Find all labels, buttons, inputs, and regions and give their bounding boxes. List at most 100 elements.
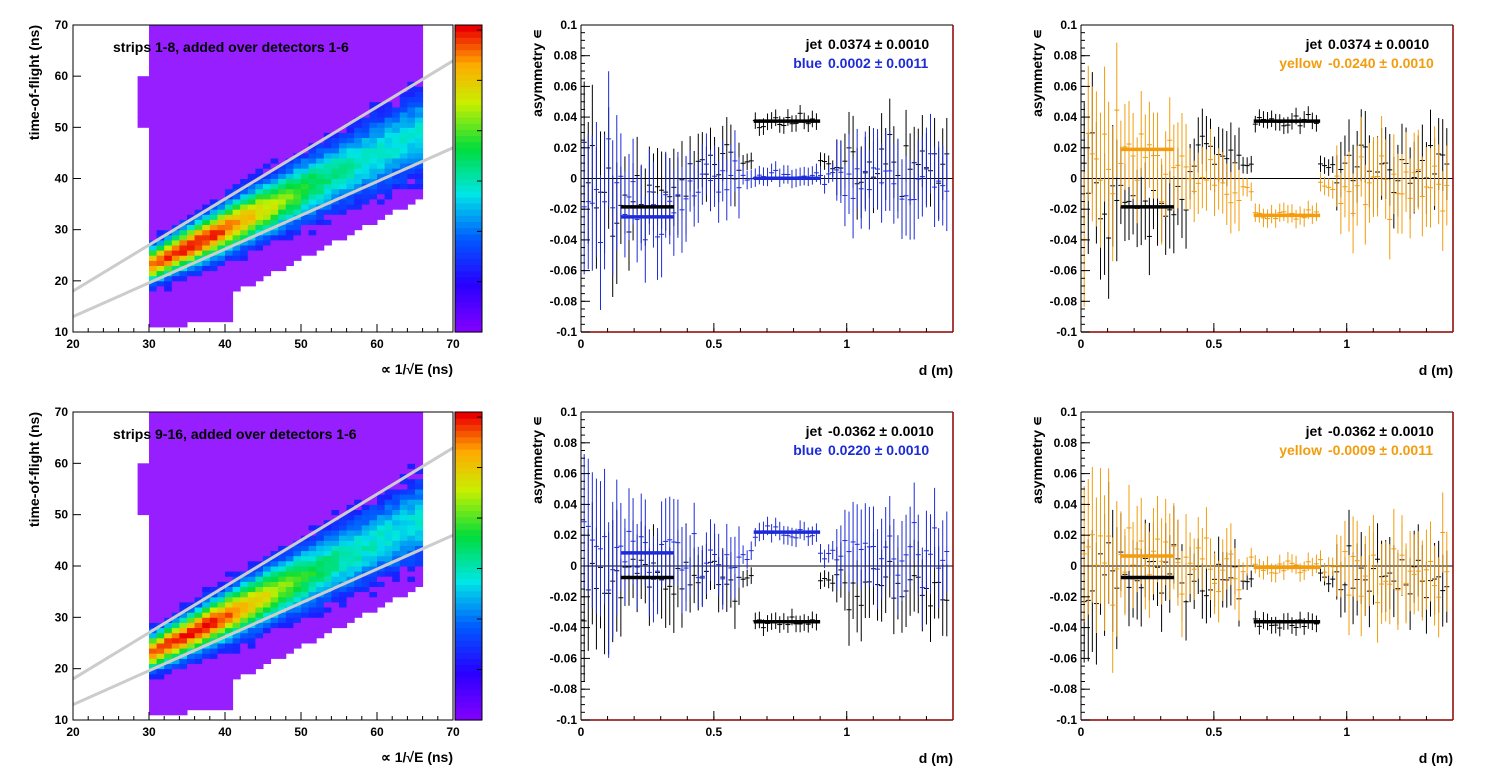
- heat-cell: [323, 173, 332, 179]
- heat-cell: [346, 50, 355, 57]
- heat-cell: [399, 199, 408, 205]
- heat-cell: [407, 50, 416, 57]
- heat-cell: [339, 412, 348, 418]
- heat-cell: [217, 163, 226, 169]
- heat-cell: [187, 209, 196, 215]
- heat-cell: [301, 483, 310, 490]
- heat-cell: [278, 142, 287, 149]
- heat-cell: [415, 188, 424, 195]
- heat-cell: [308, 127, 317, 133]
- heat-cell: [377, 463, 386, 469]
- heat-cell: [209, 30, 218, 36]
- heat-cell: [225, 478, 234, 485]
- heat-cell: [149, 514, 158, 521]
- data-point: [838, 141, 844, 204]
- heat-cell: [331, 65, 340, 72]
- heat-cell: [240, 173, 249, 179]
- heat-cell: [255, 25, 264, 31]
- heat-cell: [377, 45, 386, 52]
- heat-cell: [270, 168, 279, 174]
- heat-cell: [149, 234, 158, 241]
- heat-cell: [392, 35, 401, 41]
- data-points: [581, 71, 953, 311]
- heat-cell: [331, 535, 340, 541]
- heat-cell: [202, 234, 211, 241]
- heat-cell: [270, 412, 279, 418]
- heat-cell: [407, 178, 416, 185]
- heat-cell: [232, 40, 241, 46]
- heat-cell: [232, 648, 241, 654]
- heat-cell: [187, 504, 196, 510]
- heat-cell: [149, 632, 158, 639]
- data-point: [915, 139, 921, 219]
- heat-cell: [202, 285, 211, 292]
- heat-cell: [149, 30, 158, 36]
- heat-cell: [179, 142, 188, 149]
- heat-cell: [247, 275, 256, 282]
- heat-cell: [308, 106, 317, 113]
- heat-cell: [194, 188, 203, 195]
- heat-cell: [361, 432, 370, 439]
- heat-cell: [323, 483, 332, 490]
- heat-cell: [232, 101, 241, 108]
- heatmap-cells: [73, 412, 453, 716]
- heat-cell: [247, 239, 256, 246]
- heat-cell: [369, 45, 378, 52]
- heat-cell: [278, 483, 287, 490]
- heat-cell: [171, 432, 180, 439]
- heat-cell: [278, 571, 287, 577]
- y-tick-label: -0.08: [550, 294, 578, 308]
- heat-cell: [361, 117, 370, 123]
- heat-cell: [149, 106, 158, 113]
- heat-cell: [308, 622, 317, 629]
- heat-cell: [247, 250, 256, 256]
- heat-cell: [171, 65, 180, 72]
- heat-cell: [331, 478, 340, 485]
- heat-cell: [240, 199, 249, 205]
- heat-cell: [263, 494, 272, 500]
- heat-cell: [202, 458, 211, 464]
- heat-cell: [384, 209, 393, 215]
- heat-cell: [156, 637, 165, 644]
- heat-cell: [407, 571, 416, 577]
- x-tick-label: 30: [142, 725, 156, 739]
- heat-cell: [407, 40, 416, 46]
- data-point: [1277, 203, 1283, 222]
- heat-cell: [194, 275, 203, 282]
- heat-cell: [156, 91, 165, 98]
- heat-cell: [209, 535, 218, 541]
- heat-cell: [263, 586, 272, 593]
- heat-cell: [240, 224, 249, 231]
- data-point: [1179, 113, 1185, 199]
- heat-cell: [263, 147, 272, 154]
- heat-cell: [369, 117, 378, 123]
- heat-cell: [278, 545, 287, 552]
- heat-cell: [149, 112, 158, 118]
- heat-cell: [323, 40, 332, 46]
- y-axis-label: time-of-flight (ns): [26, 25, 42, 140]
- heat-cell: [415, 158, 424, 164]
- heat-cell: [194, 591, 203, 598]
- heat-cell: [293, 489, 302, 495]
- color-scale: [454, 411, 483, 721]
- heat-cell: [361, 447, 370, 454]
- heat-cell: [293, 427, 302, 433]
- heat-cell: [225, 571, 234, 577]
- heat-cell: [331, 601, 340, 608]
- heat-cell: [361, 199, 370, 205]
- heat-cell: [399, 158, 408, 164]
- heat-cell: [187, 427, 196, 433]
- heat-cell: [278, 643, 287, 649]
- heat-cell: [339, 514, 348, 521]
- heat-cell: [270, 499, 279, 505]
- heat-cell: [164, 555, 173, 562]
- heat-cell: [331, 427, 340, 433]
- heat-cell: [392, 458, 401, 464]
- heat-cell: [285, 209, 294, 215]
- heat-cell: [156, 704, 165, 711]
- heat-cell: [240, 219, 249, 225]
- heat-cell: [369, 509, 378, 516]
- heat-cell: [209, 447, 218, 454]
- color-scale: [454, 24, 483, 333]
- heat-cell: [149, 601, 158, 608]
